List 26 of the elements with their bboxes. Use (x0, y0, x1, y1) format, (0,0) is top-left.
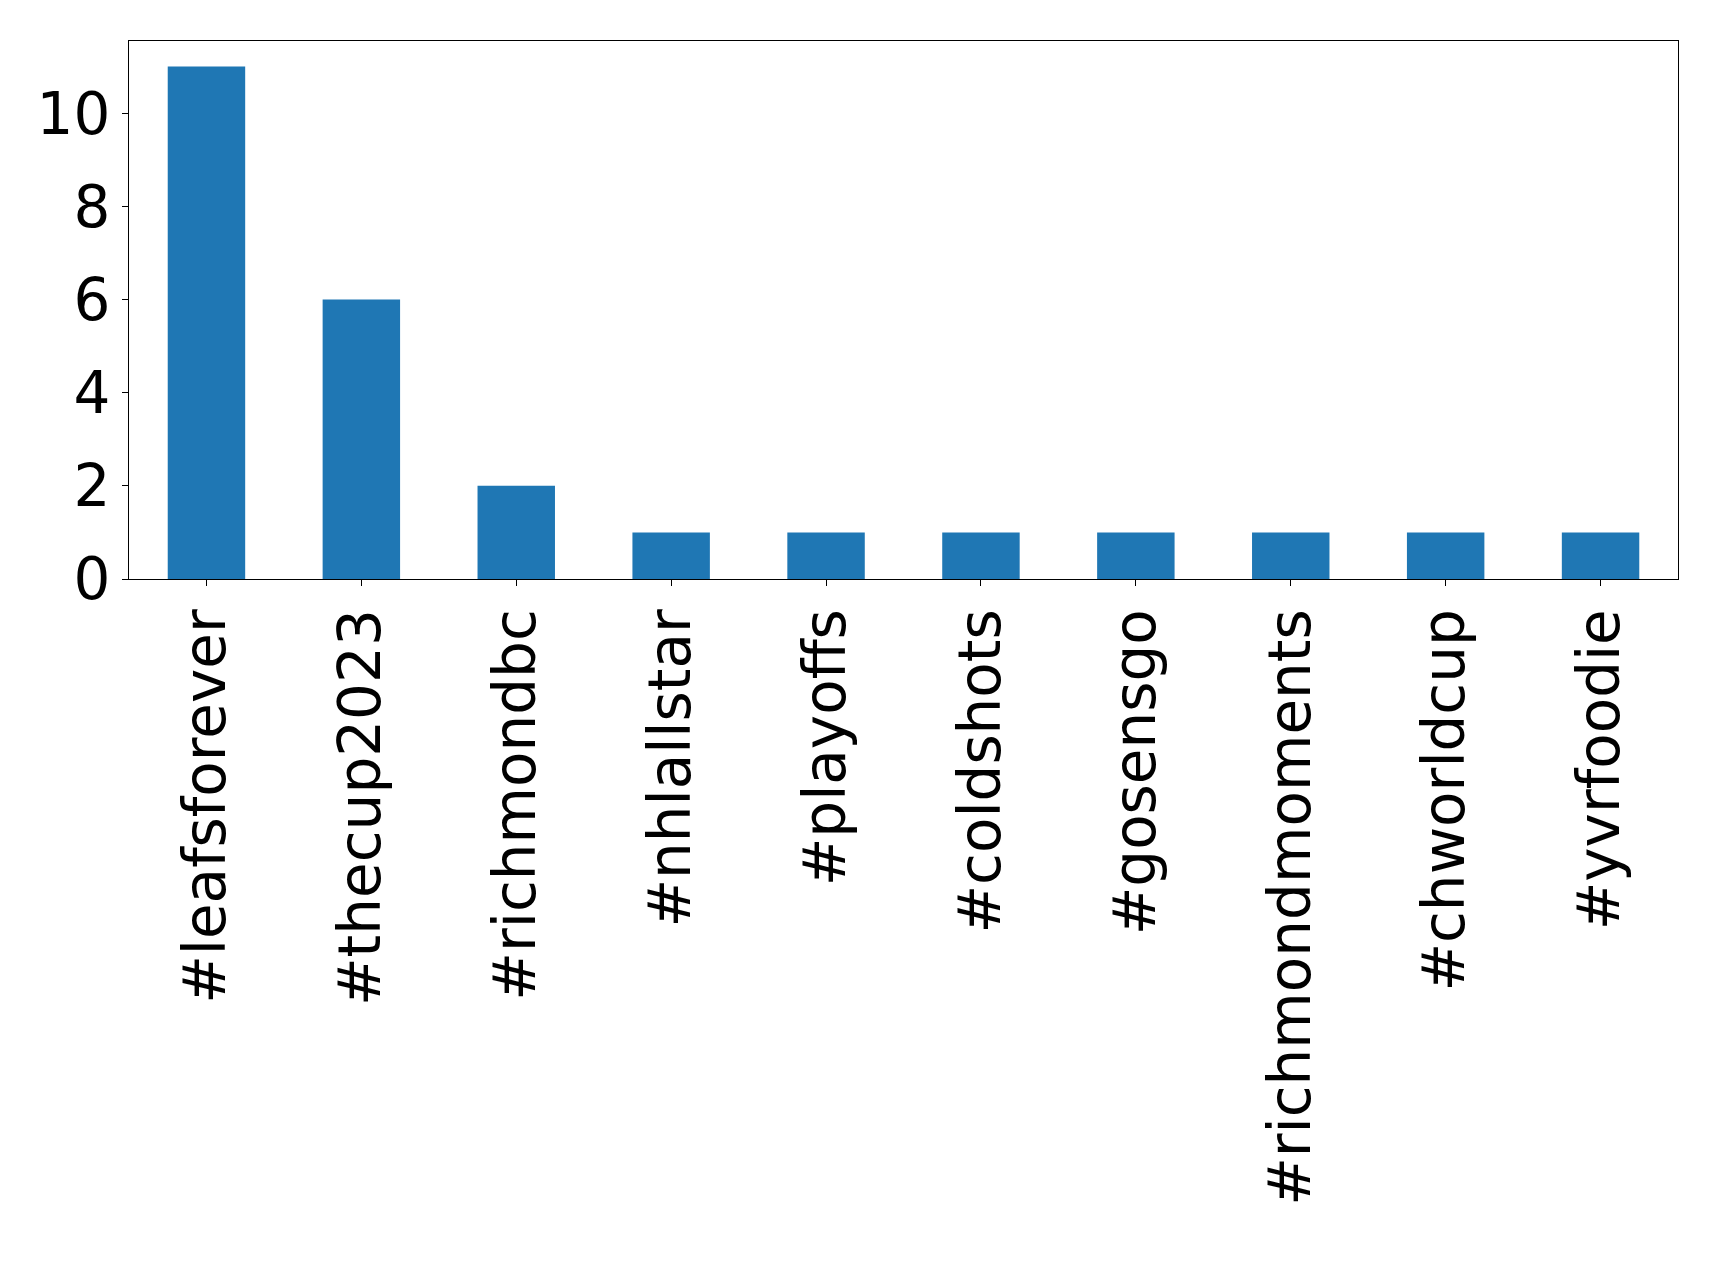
x-tick-label: #gosensgo (1100, 609, 1169, 936)
x-tick-label: #coldshots (945, 609, 1014, 934)
x-tick-label: #richmondmoments (1255, 609, 1324, 1206)
y-tick-label: 2 (73, 452, 111, 521)
y-tick-label: 6 (73, 265, 111, 334)
x-tick-label: #richmondbc (481, 609, 550, 1001)
bar (1406, 532, 1485, 579)
bar (1252, 532, 1330, 579)
x-tick-label: #thecup2023 (326, 609, 395, 1007)
bar (632, 532, 710, 579)
bar (787, 532, 865, 579)
y-tick-label: 10 (36, 79, 111, 148)
x-tick-label: #leafsforever (171, 609, 240, 1004)
x-tick-label: #nhlallstar (636, 609, 704, 928)
y-tick-label: 4 (73, 358, 111, 427)
x-tick-label: #playoffs (790, 609, 859, 887)
y-tick-label: 8 (73, 172, 111, 241)
bar (942, 532, 1020, 579)
x-tick-label: #yvrfoodie (1565, 609, 1634, 931)
y-tick-label: 0 (73, 545, 111, 614)
bar (477, 485, 555, 579)
x-tick-label: #chworldcup (1410, 609, 1479, 992)
bar (1561, 532, 1640, 579)
bar (322, 299, 401, 579)
bar (1097, 532, 1175, 579)
bar (167, 66, 246, 579)
